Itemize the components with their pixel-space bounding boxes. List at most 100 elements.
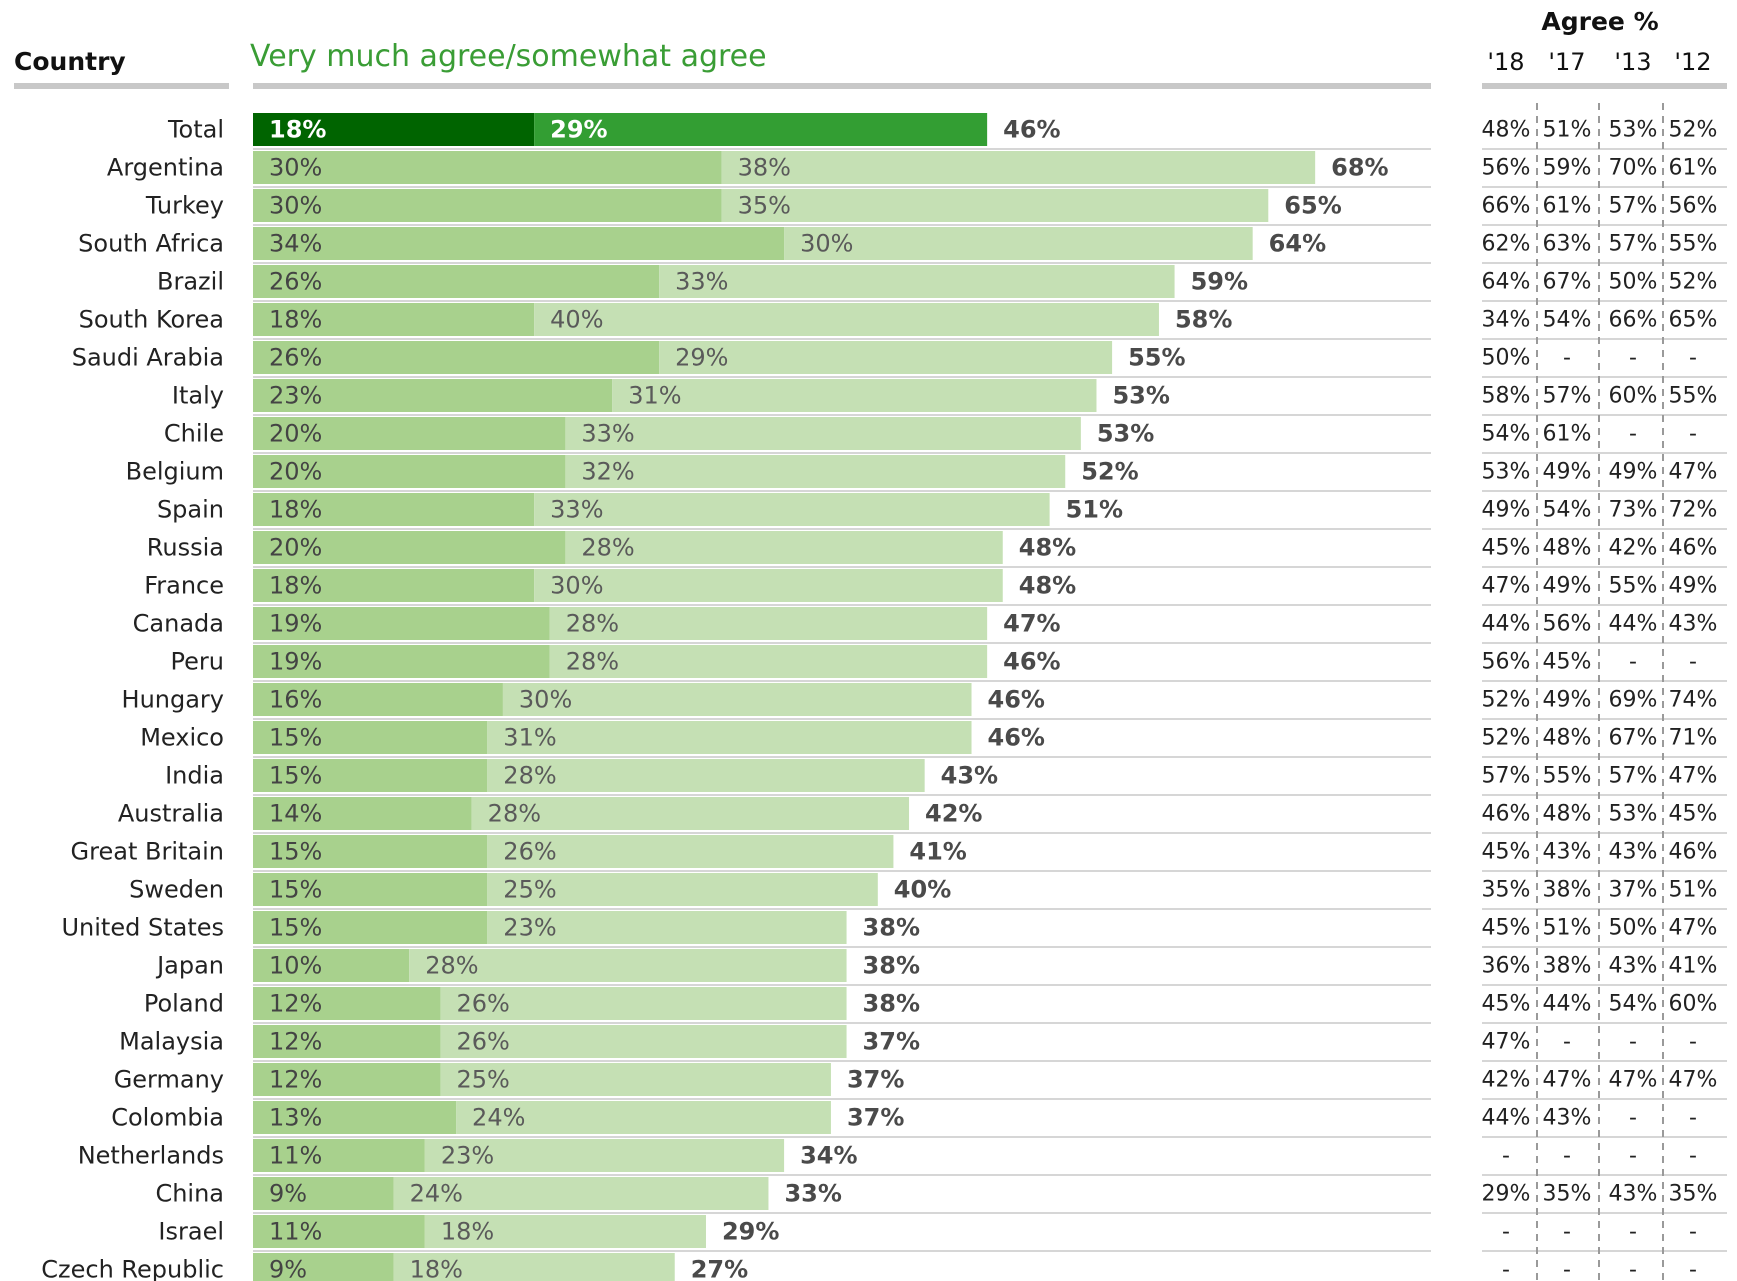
somewhat-value-label: 40% — [550, 306, 603, 334]
bar-strong-turkey — [253, 189, 722, 222]
history-value: 41% — [1669, 954, 1718, 979]
history-value: 45% — [1482, 916, 1531, 941]
bar-strong-russia — [253, 531, 566, 564]
history-value: 49% — [1543, 574, 1592, 599]
strong-value-label: 15% — [269, 876, 322, 904]
somewhat-value-label: 28% — [488, 800, 541, 828]
series-title: Very much agree/somewhat agree — [250, 39, 767, 74]
strong-value-label: 18% — [269, 572, 322, 600]
history-row-rule — [1482, 946, 1727, 948]
history-value: - — [1502, 1258, 1510, 1281]
country-label-argentina: Argentina — [107, 154, 224, 182]
bar-somewhat-japan — [409, 949, 847, 982]
total-value-label: 58% — [1175, 306, 1232, 334]
strong-value-label: 20% — [269, 534, 322, 562]
bar-somewhat-united-states — [487, 911, 847, 944]
history-value: - — [1689, 650, 1697, 675]
bar-somewhat-poland — [440, 987, 847, 1020]
history-value: 73% — [1609, 498, 1658, 523]
history-value: - — [1689, 1030, 1697, 1055]
history-value: 61% — [1543, 194, 1592, 219]
row-rule — [253, 756, 1431, 758]
row-rule — [253, 946, 1431, 948]
history-row-rule — [1482, 338, 1727, 340]
somewhat-value-label: 28% — [566, 648, 619, 676]
history-value: 69% — [1609, 688, 1658, 713]
strong-value-label: 18% — [269, 306, 322, 334]
bar-strong-total — [253, 113, 535, 146]
somewhat-value-label: 28% — [425, 952, 478, 980]
bar-strong-germany — [253, 1063, 441, 1096]
bar-somewhat-south-korea — [534, 303, 1159, 336]
history-value: 49% — [1669, 574, 1718, 599]
history-row-rule — [1482, 1250, 1727, 1252]
history-value: 44% — [1482, 1106, 1531, 1131]
country-label-colombia: Colombia — [111, 1104, 224, 1132]
strong-value-label: 12% — [269, 990, 322, 1018]
row-rule — [253, 832, 1431, 834]
history-value: 60% — [1669, 992, 1718, 1017]
bar-strong-czech-republic — [253, 1253, 394, 1281]
total-value-label: 48% — [1019, 534, 1076, 562]
somewhat-value-label: 26% — [456, 1028, 509, 1056]
strong-value-label: 18% — [269, 116, 326, 144]
country-label-united-states: United States — [61, 914, 224, 942]
history-value: 47% — [1669, 460, 1718, 485]
history-value: 35% — [1669, 1182, 1718, 1207]
somewhat-value-label: 25% — [503, 876, 556, 904]
row-rule — [253, 338, 1431, 340]
strong-value-label: 26% — [269, 268, 322, 296]
strong-value-label: 10% — [269, 952, 322, 980]
row-rule — [253, 1098, 1431, 1100]
history-value: 74% — [1669, 688, 1718, 713]
bar-somewhat-total — [534, 113, 988, 146]
history-row-rule — [1482, 680, 1727, 682]
bar-strong-spain — [253, 493, 535, 526]
somewhat-value-label: 26% — [503, 838, 556, 866]
history-row-rule — [1482, 1060, 1727, 1062]
country-label-mexico: Mexico — [140, 724, 224, 752]
row-rule — [253, 224, 1431, 226]
somewhat-value-label: 33% — [550, 496, 603, 524]
history-row-rule — [1482, 186, 1727, 188]
bar-somewhat-colombia — [456, 1101, 831, 1134]
country-label-hungary: Hungary — [122, 686, 224, 714]
history-value: 48% — [1543, 536, 1592, 561]
bar-somewhat-belgium — [565, 455, 1066, 488]
somewhat-value-label: 33% — [675, 268, 728, 296]
history-value: 53% — [1609, 802, 1658, 827]
bar-strong-japan — [253, 949, 410, 982]
country-label-italy: Italy — [172, 382, 224, 410]
history-value: 53% — [1482, 460, 1531, 485]
strong-value-label: 26% — [269, 344, 322, 372]
country-header-rule — [14, 83, 229, 89]
total-value-label: 65% — [1284, 192, 1341, 220]
row-rule — [253, 718, 1431, 720]
history-value: 48% — [1482, 118, 1531, 143]
history-value: 66% — [1482, 194, 1531, 219]
history-value: - — [1629, 1106, 1637, 1131]
history-value: 50% — [1609, 270, 1658, 295]
history-value: 49% — [1482, 498, 1531, 523]
bar-strong-italy — [253, 379, 613, 412]
history-value: 54% — [1482, 422, 1531, 447]
history-row-rule — [1482, 148, 1727, 150]
strong-value-label: 15% — [269, 762, 322, 790]
history-value: 56% — [1543, 612, 1592, 637]
somewhat-value-label: 31% — [628, 382, 681, 410]
country-label-turkey: Turkey — [145, 192, 224, 220]
history-value: - — [1689, 346, 1697, 371]
row-rule — [253, 1022, 1431, 1024]
history-value: - — [1502, 1220, 1510, 1245]
total-value-label: 46% — [1003, 648, 1060, 676]
history-row-rule — [1482, 870, 1727, 872]
strong-value-label: 15% — [269, 724, 322, 752]
bar-strong-south-africa — [253, 227, 785, 260]
history-value: 43% — [1609, 840, 1658, 865]
history-value: 58% — [1482, 384, 1531, 409]
somewhat-value-label: 28% — [503, 762, 556, 790]
total-value-label: 55% — [1128, 344, 1185, 372]
country-label-total: Total — [167, 116, 224, 144]
history-value: 71% — [1669, 726, 1718, 751]
